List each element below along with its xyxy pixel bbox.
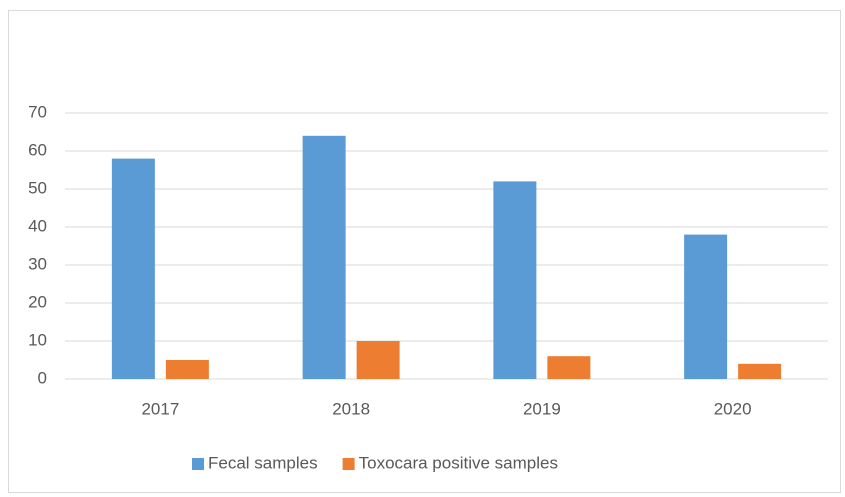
bar (165, 360, 209, 379)
y-tick-label: 0 (38, 368, 47, 387)
x-tick-label: 2019 (523, 399, 561, 418)
y-tick-label: 10 (28, 330, 47, 349)
y-tick-label: 20 (28, 292, 47, 311)
y-tick-label: 40 (28, 216, 47, 235)
bar (738, 363, 782, 379)
bar (356, 341, 400, 379)
legend-swatch (192, 458, 204, 470)
x-tick-label: 2020 (714, 399, 752, 418)
y-tick-label: 70 (28, 102, 47, 121)
bar (547, 356, 591, 379)
bar (684, 234, 728, 379)
legend-label: Toxocara positive samples (359, 453, 558, 472)
legend-swatch (342, 458, 355, 470)
y-tick-label: 50 (28, 178, 47, 197)
y-tick-label: 60 (28, 140, 47, 159)
x-tick-label: 2018 (332, 399, 370, 418)
y-tick-label: 30 (28, 254, 47, 273)
bar (302, 135, 346, 379)
bar (493, 181, 537, 379)
x-tick-label: 2017 (141, 399, 179, 418)
legend-label: Fecal samples (208, 453, 318, 472)
bar (111, 158, 155, 379)
